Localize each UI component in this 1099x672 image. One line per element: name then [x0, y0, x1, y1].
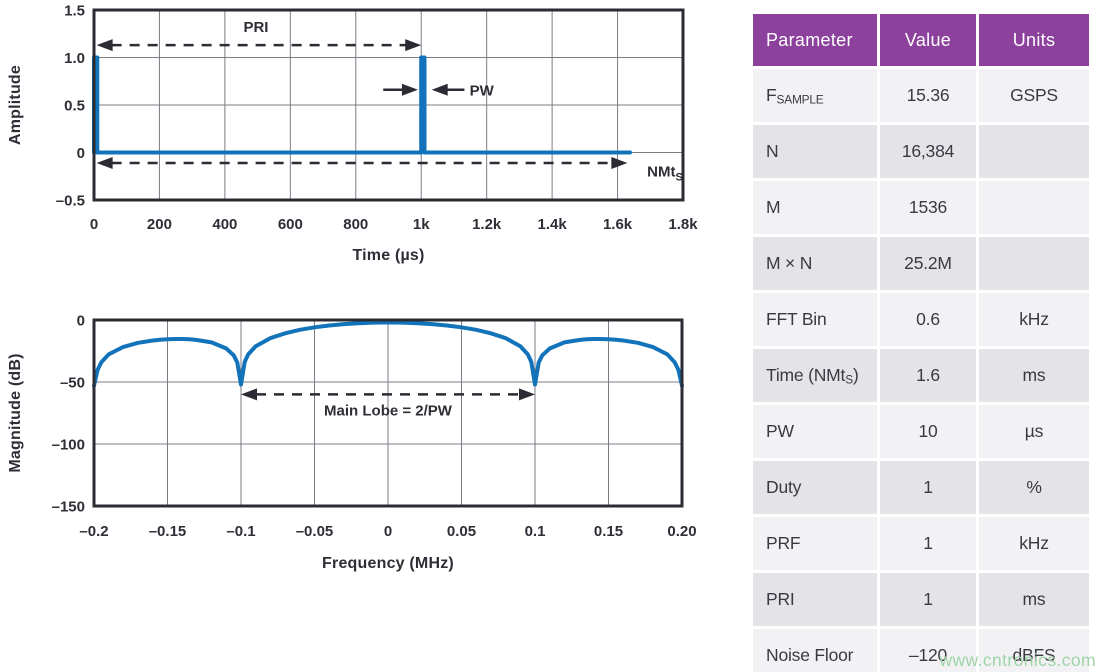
table-row: PRF 1 kHz — [753, 517, 1089, 570]
x-tick-label: 0.1 — [525, 523, 546, 540]
y-axis-title: Amplitude — [7, 65, 24, 145]
watermark: www.cntronics.com — [939, 650, 1096, 670]
table-row: Noise Floor –120 dBFS — [753, 629, 1089, 672]
units-cell: % — [979, 461, 1089, 514]
table-row: Time (NMtS) 1.6 ms — [753, 349, 1089, 402]
plot-frame — [92, 318, 684, 508]
value-cell: 1.6 — [880, 349, 976, 402]
parameter-cell: Duty — [753, 461, 877, 514]
y-tick-label: 0 — [77, 145, 85, 162]
x-axis-title: Time (µs) — [352, 247, 424, 264]
y-tick-label: –50 — [60, 375, 85, 392]
value-cell: 0.6 — [880, 293, 976, 346]
table-row: FFT Bin 0.6 kHz — [753, 293, 1089, 346]
x-tick-label: –0.05 — [296, 523, 334, 540]
x-tick-label: 0.15 — [594, 523, 623, 540]
value-cell: 1 — [880, 517, 976, 570]
x-tick-label: 0.20 — [667, 523, 696, 540]
units-cell: ms — [979, 573, 1089, 626]
frequency-domain-chart: –0.2 –0.15 –0.1 –0.05 0 0.05 0.1 0.15 0.20 0 –50 –1… — [7, 313, 697, 573]
annotation-label: NMtS — [647, 164, 683, 184]
units-cell — [979, 125, 1089, 178]
units-cell: GSPS — [979, 69, 1089, 122]
units-cell — [979, 237, 1089, 290]
table-row: N 16,384 — [753, 125, 1089, 178]
x-tick-label: 0.05 — [447, 523, 476, 540]
x-tick-label: 800 — [343, 216, 368, 233]
y-tick-label: 1.5 — [64, 3, 85, 20]
parameter-cell: PRI — [753, 573, 877, 626]
parameter-cell: PW — [753, 405, 877, 458]
value-cell: 15.36 — [880, 69, 976, 122]
annotation-label: PRI — [243, 19, 268, 36]
column-header: Units — [979, 14, 1089, 66]
x-tick-label: 1.8k — [668, 216, 698, 233]
y-tick-label: 0 — [77, 313, 85, 330]
units-cell: dBFS — [979, 629, 1089, 672]
value-cell: 10 — [880, 405, 976, 458]
table-row: PRI 1 ms — [753, 573, 1089, 626]
parameter-cell: PRF — [753, 517, 877, 570]
parameter-cell: FFT Bin — [753, 293, 877, 346]
units-cell: ms — [979, 349, 1089, 402]
table-row: M 1536 — [753, 181, 1089, 234]
y-tick-label: 0.5 — [64, 98, 85, 115]
y-axis-title: Magnitude (dB) — [7, 353, 24, 472]
x-tick-label: 600 — [278, 216, 303, 233]
value-cell: –120 — [880, 629, 976, 672]
units-cell: kHz — [979, 517, 1089, 570]
parameter-cell: M × N — [753, 237, 877, 290]
table-body: FSAMPLE 15.36 GSPS N 16,384 M 1536 M × N 25.2M FF… — [753, 69, 1089, 672]
table-row: FSAMPLE 15.36 GSPS — [753, 69, 1089, 122]
value-cell: 1536 — [880, 181, 976, 234]
table-row: M × N 25.2M — [753, 237, 1089, 290]
parameter-cell: N — [753, 125, 877, 178]
x-tick-label: 1.2k — [472, 216, 502, 233]
x-tick-label: 0 — [90, 216, 98, 233]
column-header: Parameter — [753, 14, 877, 66]
column-header: Value — [880, 14, 976, 66]
plot-frame — [92, 8, 685, 202]
parameter-cell: FSAMPLE — [753, 69, 877, 122]
table-row: Duty 1% — [753, 461, 1089, 514]
time-domain-chart: 0 200 400 600 800 1k 1.2k 1.4k 1.6k 1.8k 1.5 1.0 0.5… — [7, 3, 698, 265]
units-cell: µs — [979, 405, 1089, 458]
parameter-cell: Time (NMtS) — [753, 349, 877, 402]
y-tick-label: –0.5 — [56, 193, 85, 210]
x-tick-label: 1.6k — [603, 216, 633, 233]
value-cell: 25.2M — [880, 237, 976, 290]
value-cell: 1 — [880, 573, 976, 626]
x-axis-title: Frequency (MHz) — [322, 555, 454, 572]
x-tick-label: 0 — [384, 523, 392, 540]
sinc-spectrum — [92, 320, 684, 388]
x-tick-label: –0.15 — [149, 523, 187, 540]
y-tick-label: –150 — [52, 499, 85, 516]
x-tick-label: –0.2 — [79, 523, 108, 540]
value-cell: 1 — [880, 461, 976, 514]
x-tick-label: 400 — [212, 216, 237, 233]
table-row: PW 10 µs — [753, 405, 1089, 458]
parameter-cell: M — [753, 181, 877, 234]
parameter-table: Parameter Value Units FSAMPLE 15.36 GSPS N 16,… — [750, 11, 1092, 672]
x-tick-label: 200 — [147, 216, 172, 233]
units-cell — [979, 181, 1089, 234]
x-tick-label: 1k — [413, 216, 430, 233]
parameter-cell: Noise Floor — [753, 629, 877, 672]
x-tick-label: –0.1 — [226, 523, 255, 540]
y-tick-label: –100 — [52, 437, 85, 454]
annotation-label: PW — [470, 82, 495, 99]
units-cell: kHz — [979, 293, 1089, 346]
annotation-label: Main Lobe = 2/PW — [324, 403, 453, 420]
x-tick-label: 1.4k — [538, 216, 568, 233]
value-cell: 16,384 — [880, 125, 976, 178]
y-tick-label: 1.0 — [64, 50, 85, 67]
table-header-row: Parameter Value Units — [753, 14, 1089, 66]
